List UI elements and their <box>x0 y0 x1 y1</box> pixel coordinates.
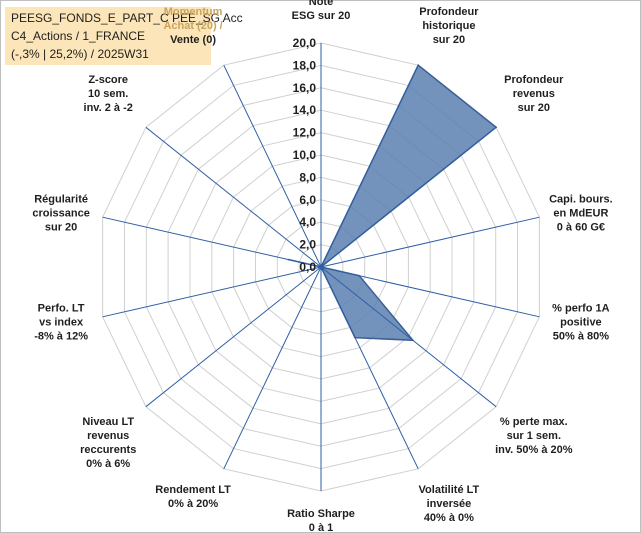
axis-spoke-1 <box>320 64 419 268</box>
axis-label-3: en MdEUR <box>553 208 608 220</box>
axis-label-0: ESG sur 20 <box>292 10 351 22</box>
data-point-2 <box>495 126 497 129</box>
tick-label: 0,0 <box>299 260 316 274</box>
tick-label: 16,0 <box>293 81 317 95</box>
axis-spoke-13 <box>223 64 322 268</box>
title-line-period: (-,3% | 25,2%) / 2025W31 <box>11 47 149 61</box>
tick-label: 18,0 <box>293 58 317 72</box>
axis-label-12: inv. 2 à -2 <box>84 102 133 114</box>
tick-label: 14,0 <box>293 103 317 117</box>
axis-spoke-4 <box>320 266 540 318</box>
title-line-fund: PEESG_FONDS_E_PART_C PEE_SG Acc <box>11 11 243 25</box>
axis-label-0: Note <box>309 0 333 8</box>
axis-label-4: % perfo 1A <box>552 302 610 314</box>
axis-spoke-2 <box>320 126 497 268</box>
tick-label: 20,0 <box>293 36 317 50</box>
tick-label: 6,0 <box>299 193 316 207</box>
axis-label-2: revenus <box>513 88 555 100</box>
axis-label-4: positive <box>560 316 602 328</box>
axis-label-1: sur 20 <box>433 34 465 46</box>
axis-label-2: Profondeur <box>504 74 564 86</box>
axis-label-13: Vente (0) <box>170 34 216 46</box>
tick-label: 2,0 <box>299 238 316 252</box>
axis-label-10: vs index <box>39 316 84 328</box>
axis-label-1: historique <box>422 20 475 32</box>
axis-label-12: 10 sem. <box>88 88 128 100</box>
axis-spoke-9 <box>145 266 322 408</box>
axis-label-3: Capi. bours. <box>549 194 613 206</box>
axis-label-11: sur 20 <box>45 222 77 234</box>
chart-title-box: PEESG_FONDS_E_PART_C PEE_SG Acc C4_Actio… <box>5 7 243 65</box>
tick-label: 4,0 <box>299 215 316 229</box>
tick-label: 10,0 <box>293 148 317 162</box>
axis-label-6: inversée <box>427 498 472 510</box>
axis-label-9: reccurents <box>80 444 136 456</box>
axis-label-6: Volatilité LT <box>419 484 480 496</box>
tick-label: 12,0 <box>293 126 317 140</box>
data-point-11 <box>287 258 290 261</box>
axis-label-5: sur 1 sem. <box>507 430 561 442</box>
axis-spoke-3 <box>320 216 540 268</box>
axis-spoke-12 <box>145 126 322 268</box>
axis-label-1: Profondeur <box>419 6 479 18</box>
axis-label-9: Niveau LT <box>82 416 134 428</box>
series-area <box>288 64 498 342</box>
axis-spoke-10 <box>102 266 322 318</box>
axis-label-9: 0% à 6% <box>86 458 130 470</box>
axis-label-3: 0 à 60 G€ <box>557 222 605 234</box>
axis-label-7: 0 à 1 <box>309 522 333 533</box>
axis-label-11: Régularité <box>34 194 88 206</box>
axis-label-5: inv. 50% à 20% <box>495 444 573 456</box>
axis-label-2: sur 20 <box>518 102 550 114</box>
axis-label-7: Ratio Sharpe <box>287 508 355 520</box>
axis-label-10: Perfo. LT <box>38 302 85 314</box>
data-point-5 <box>412 339 414 342</box>
axis-label-4: 50% à 80% <box>553 330 609 342</box>
data-point-4 <box>358 274 361 277</box>
axis-spoke-11 <box>102 216 322 268</box>
axis-spoke-6 <box>320 266 419 470</box>
axis-label-13: Momentum <box>164 6 223 18</box>
axis-spoke-5 <box>320 266 497 408</box>
axis-label-10: -8% à 12% <box>34 330 88 342</box>
axis-label-12: Z-score <box>88 74 128 86</box>
data-point-6 <box>354 336 356 339</box>
data-point-13 <box>320 266 322 268</box>
data-point-1 <box>417 64 420 66</box>
axis-label-9: revenus <box>87 430 129 442</box>
tick-label: 8,0 <box>299 170 316 184</box>
axis-label-5: % perte max. <box>500 416 568 428</box>
axis-label-6: 40% à 0% <box>424 512 474 524</box>
axis-label-8: Rendement LT <box>155 484 231 496</box>
axis-spoke-8 <box>223 266 322 470</box>
axis-label-11: croissance <box>32 208 89 220</box>
title-line-category: C4_Actions / 1_FRANCE <box>11 29 146 43</box>
axis-label-8: 0% à 20% <box>168 498 218 510</box>
axis-label-13: Achat (20) / <box>163 20 222 32</box>
